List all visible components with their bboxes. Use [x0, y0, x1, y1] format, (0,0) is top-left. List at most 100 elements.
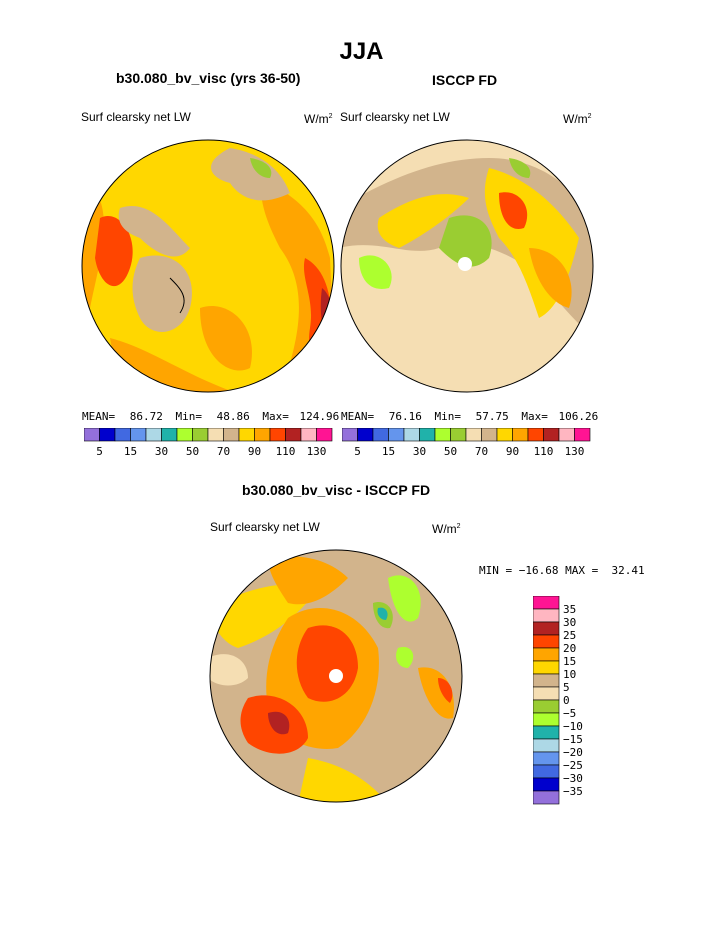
colorbar-observations-tick-label: 110	[534, 445, 554, 458]
colorbar-difference-tick-label: −5	[563, 707, 576, 720]
colorbar-difference-tick-label: −35	[563, 785, 583, 798]
colorbar-model-tick-label: 110	[276, 445, 296, 458]
panel-2-title: ISCCP FD	[432, 72, 498, 88]
colorbar-difference-swatch	[533, 608, 560, 623]
colorbar-difference-swatch	[533, 647, 560, 662]
colorbar-observations-swatch	[434, 428, 451, 442]
colorbar-difference-tick-label: −30	[563, 772, 583, 785]
colorbar-observations-tick-label: 90	[506, 445, 519, 458]
colorbar-model-swatch	[223, 428, 240, 442]
colorbar-model-tick-label: 30	[155, 445, 168, 458]
colorbar-model-tick-label: 90	[248, 445, 261, 458]
colorbar-difference-tick-label: 30	[563, 616, 576, 629]
colorbar-model-swatch	[99, 428, 116, 442]
panel-2-mean-value: 76.16	[388, 410, 422, 423]
colorbar-observations-swatch	[543, 428, 560, 442]
colorbar-difference-tick-label: 25	[563, 629, 576, 642]
colorbar-observations-swatch	[465, 428, 482, 442]
diff-panel-minmax: MIN = −16.68 MAX = 32.41	[479, 564, 645, 577]
colorbar-model-tick-label: 5	[96, 445, 103, 458]
panel-2-max-label: Max=	[521, 410, 548, 423]
colorbar-model-swatch	[84, 428, 100, 442]
polar-map-difference	[209, 549, 463, 803]
colorbar-model-swatch	[207, 428, 224, 442]
colorbar-observations-swatch	[496, 428, 513, 442]
panel-1-units-text: W/m	[304, 112, 329, 126]
colorbar-model-swatch	[316, 428, 333, 442]
colorbar-observations-swatch	[357, 428, 374, 442]
colorbar-observations-tick-label: 70	[475, 445, 488, 458]
colorbar-model-swatch	[269, 428, 286, 442]
colorbar-observations-tick-label: 30	[413, 445, 426, 458]
panel-1-mean-value: 86.72	[129, 410, 163, 423]
panel-2-left-label: Surf clearsky net LW	[340, 110, 450, 124]
colorbar-difference-tick-label: 20	[563, 642, 576, 655]
colorbar-model-swatch	[285, 428, 302, 442]
colorbar-difference-swatch	[533, 621, 560, 636]
panel-1-max-value: 124.96	[299, 410, 340, 423]
polar-map-model	[81, 139, 335, 393]
colorbar-model-swatch	[254, 428, 271, 442]
colorbar-observations-swatch	[512, 428, 529, 442]
diff-panel-left-label: Surf clearsky net LW	[210, 520, 320, 534]
colorbar-difference-tick-label: 15	[563, 655, 576, 668]
colorbar-model-tick-label: 50	[186, 445, 199, 458]
panel-2-mean-label: MEAN=	[341, 410, 375, 423]
colorbar-difference-tick-label: −10	[563, 720, 583, 733]
colorbar-model-swatch	[145, 428, 162, 442]
page-title: JJA	[339, 38, 384, 65]
panel-2-units: W/m2	[563, 112, 592, 126]
diff-panel-units: W/m2	[432, 522, 461, 536]
colorbar-observations-swatch	[527, 428, 544, 442]
panel-1-min-value: 48.86	[216, 410, 250, 423]
panel-2-units-text: W/m	[563, 112, 588, 126]
colorbar-observations-swatch	[342, 428, 358, 442]
colorbar-difference-tick-label: −25	[563, 759, 583, 772]
colorbar-observations: 5 15 30 50 70 90 110 130	[342, 428, 591, 458]
panel-2-units-sup: 2	[587, 113, 592, 120]
colorbar-observations-tick-label: 15	[382, 445, 395, 458]
colorbar-model-tick-label: 130	[307, 445, 327, 458]
panel-2-max-value: 106.26	[558, 410, 599, 423]
colorbar-difference-swatch	[533, 660, 560, 675]
diff-panel-units-text: W/m	[432, 522, 457, 536]
colorbar-difference-tick-label: −20	[563, 746, 583, 759]
colorbar-difference-swatch	[533, 790, 560, 805]
panel-1-title: b30.080_bv_visc (yrs 36-50)	[116, 70, 301, 86]
polar-map-observations	[340, 139, 594, 393]
panel-1-max-label: Max=	[262, 410, 289, 423]
panel-1-left-label: Surf clearsky net LW	[81, 110, 191, 124]
colorbar-difference-swatch	[533, 634, 560, 649]
panel-2-min-label: Min=	[434, 410, 462, 423]
colorbar-difference-swatch	[533, 699, 560, 714]
colorbar-difference-swatch	[533, 673, 560, 688]
colorbar-difference-swatch	[533, 725, 560, 740]
colorbar-difference-swatch	[533, 596, 560, 610]
colorbar-difference-tick-label: 0	[563, 694, 570, 707]
colorbar-difference-tick-label: 10	[563, 668, 576, 681]
colorbar-observations-tick-label: 5	[354, 445, 361, 458]
colorbar-observations-swatch	[450, 428, 467, 442]
panel-1-stats: MEAN= 86.72 Min= 48.86 Max= 124.96	[82, 410, 339, 423]
colorbar-difference-tick-label: −15	[563, 733, 583, 746]
panel-1-min-label: Min=	[175, 410, 203, 423]
colorbar-model-swatch	[300, 428, 317, 442]
colorbar-observations-swatch	[388, 428, 405, 442]
colorbar-model-swatch	[114, 428, 131, 442]
colorbar-difference-swatch	[533, 686, 560, 701]
colorbar-model-tick-label: 15	[124, 445, 137, 458]
colorbar-observations-swatch	[574, 428, 591, 442]
panel-1-units: W/m2	[304, 112, 333, 126]
colorbar-model: 5 15 30 50 70 90 110 130	[84, 428, 333, 458]
diff-panel-units-sup: 2	[456, 523, 461, 530]
colorbar-observations-swatch	[419, 428, 436, 442]
colorbar-model-swatch	[176, 428, 193, 442]
panel-2-min-value: 57.75	[475, 410, 509, 423]
diff-panel-title: b30.080_bv_visc - ISCCP FD	[242, 482, 431, 498]
panel-2-stats: MEAN= 76.16 Min= 57.75 Max= 106.26	[341, 410, 598, 423]
colorbar-observations-tick-label: 130	[565, 445, 585, 458]
colorbar-observations-swatch	[403, 428, 420, 442]
panel-1-units-sup: 2	[328, 113, 333, 120]
colorbar-model-swatch	[238, 428, 255, 442]
panel-1-mean-label: MEAN=	[82, 410, 116, 423]
